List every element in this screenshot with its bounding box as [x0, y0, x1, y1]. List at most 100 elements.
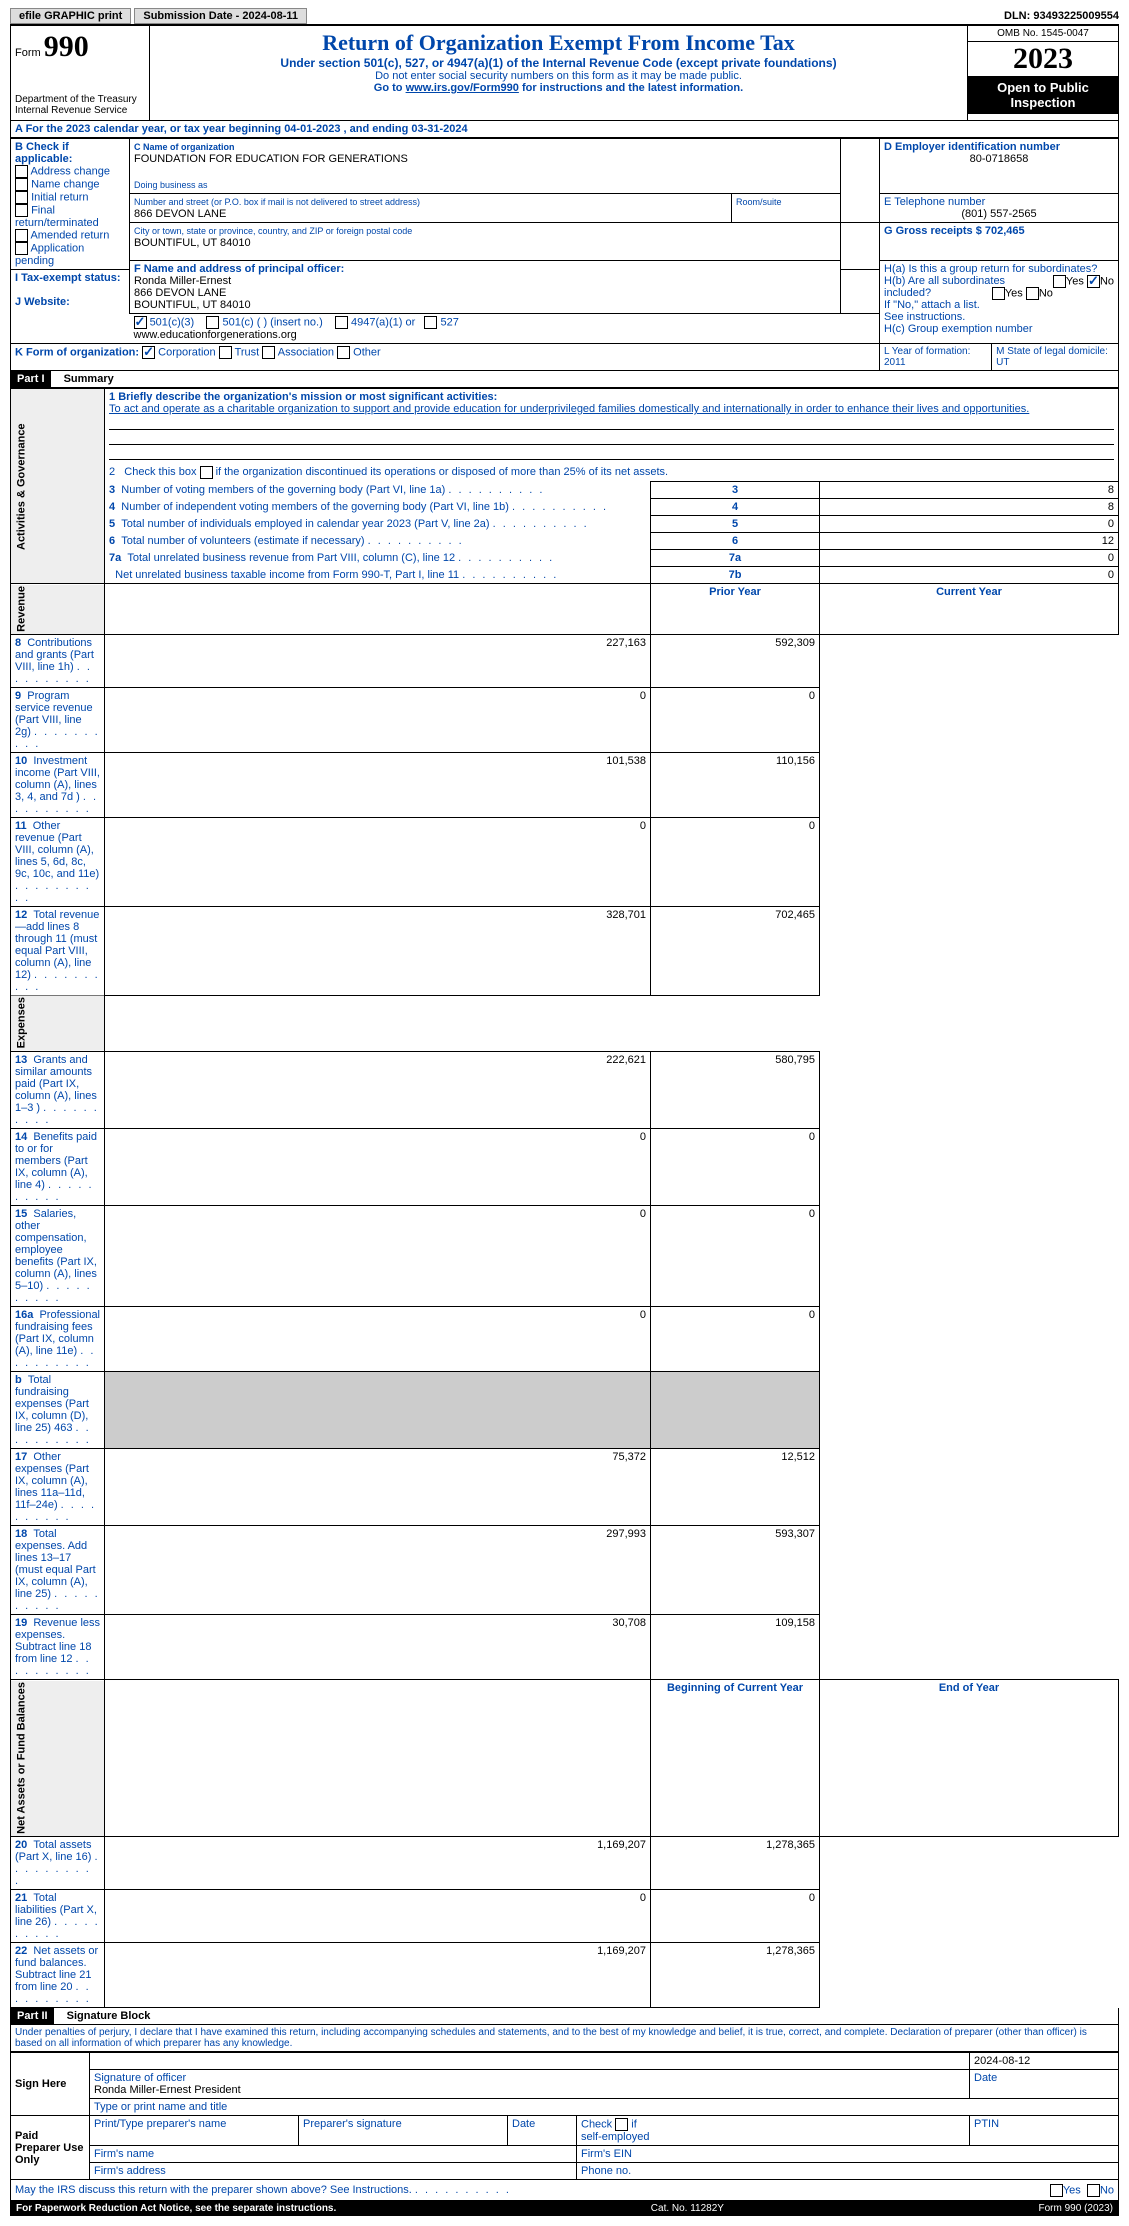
box-f-label: F Name and address of principal officer: — [134, 263, 344, 275]
prep-check: Check ifself-employed — [577, 2116, 970, 2146]
form-header: Form 990 Department of the Treasury Inte… — [10, 25, 1119, 121]
check-501c[interactable] — [206, 316, 219, 329]
part2-subtitle: Signature Block — [57, 2010, 151, 2022]
col-prior: Prior Year — [651, 584, 820, 635]
col-begin: Beginning of Current Year — [651, 1680, 820, 1837]
dba-label: Doing business as — [134, 180, 208, 190]
firm-addr: Firm's address — [90, 2163, 577, 2180]
box-l: L Year of formation: 2011 — [880, 344, 992, 370]
hb-no[interactable] — [1026, 287, 1039, 300]
col-current: Current Year — [820, 584, 1119, 635]
prep-date: Date — [508, 2116, 577, 2146]
box-g: G Gross receipts $ 702,465 — [884, 225, 1025, 237]
check-assoc[interactable] — [262, 346, 275, 359]
catno: Cat. No. 11282Y — [651, 2203, 724, 2214]
check-discontinued[interactable] — [200, 466, 213, 479]
l2: 2 Check this box if the organization dis… — [109, 466, 668, 478]
summary-table: Activities & Governance 1 Briefly descri… — [10, 388, 1119, 2008]
part1-label: Part I — [11, 371, 51, 387]
submission-date: Submission Date - 2024-08-11 — [134, 8, 307, 24]
l1-label: 1 Briefly describe the organization's mi… — [109, 391, 497, 403]
check-initial[interactable] — [15, 191, 28, 204]
ha-no[interactable] — [1087, 275, 1100, 288]
signature-table: Sign Here 2024-08-12 Signature of office… — [10, 2052, 1119, 2180]
firm-name: Firm's name — [90, 2146, 577, 2163]
check-amended[interactable] — [15, 229, 28, 242]
discuss: May the IRS discuss this return with the… — [15, 2184, 412, 2196]
sig-officer-label: Signature of officer — [94, 2072, 186, 2084]
check-corp[interactable] — [142, 346, 155, 359]
firm-phone: Phone no. — [577, 2163, 1119, 2180]
sig-date: 2024-08-12 — [970, 2053, 1119, 2070]
omb: OMB No. 1545-0047 — [968, 26, 1118, 42]
top-bar: efile GRAPHIC print Submission Date - 20… — [10, 10, 1119, 25]
box-k-label: K Form of organization: — [15, 346, 139, 358]
discuss-no[interactable] — [1087, 2184, 1100, 2197]
box-i-label: I Tax-exempt status: — [15, 272, 121, 284]
officer: Ronda Miller-Ernest 866 DEVON LANE BOUNT… — [134, 275, 251, 311]
website: www.educationforgenerations.org — [134, 329, 297, 341]
prep-sig: Preparer's signature — [299, 2116, 508, 2146]
check-527[interactable] — [424, 316, 437, 329]
city: BOUNTIFUL, UT 84010 — [134, 237, 251, 249]
hb-yes[interactable] — [992, 287, 1005, 300]
sig-officer-name: Ronda Miller-Ernest President — [94, 2084, 241, 2096]
street-label: Number and street (or P.O. box if mail i… — [134, 197, 420, 207]
ha-yes[interactable] — [1053, 275, 1066, 288]
check-final[interactable] — [15, 204, 28, 217]
efile-button[interactable]: efile GRAPHIC print — [10, 8, 131, 24]
dln: DLN: 93493225009554 — [1004, 10, 1119, 22]
open-inspection: Open to Public Inspection — [968, 76, 1118, 114]
box-j-label: J Website: — [15, 296, 70, 308]
col-end: End of Year — [820, 1680, 1119, 1837]
ein: 80-0718658 — [884, 153, 1114, 165]
paid-preparer: Paid Preparer Use Only — [11, 2116, 90, 2180]
hb-note: If "No," attach a list. See instructions… — [884, 299, 980, 323]
side-netassets: Net Assets or Fund Balances — [11, 1680, 105, 1837]
form-number: 990 — [44, 30, 89, 63]
tax-year: 2023 — [968, 42, 1118, 76]
hc-label: H(c) Group exemption number — [884, 323, 1033, 335]
side-expenses: Expenses — [11, 995, 105, 1051]
sig-type: Type or print name and title — [90, 2099, 1119, 2116]
perjury: Under penalties of perjury, I declare th… — [10, 2025, 1119, 2052]
hb-label: H(b) Are all subordinates included? — [884, 275, 1005, 299]
box-e-label: E Telephone number — [884, 196, 985, 208]
line-a: A For the 2023 calendar year, or tax yea… — [10, 121, 1119, 138]
box-c-name-label: C Name of organization — [134, 142, 235, 152]
form-label: Form — [15, 47, 41, 59]
goto-link[interactable]: www.irs.gov/Form990 — [406, 82, 519, 94]
check-other[interactable] — [337, 346, 350, 359]
dept: Department of the Treasury Internal Reve… — [15, 94, 145, 116]
mission-text: To act and operate as a charitable organ… — [109, 403, 1029, 415]
box-m: M State of legal domicile: UT — [992, 344, 1118, 370]
city-label: City or town, state or province, country… — [134, 226, 412, 236]
check-trust[interactable] — [219, 346, 232, 359]
street: 866 DEVON LANE — [134, 208, 226, 220]
check-name[interactable] — [15, 178, 28, 191]
phone: (801) 557-2565 — [884, 208, 1114, 220]
org-name: FOUNDATION FOR EDUCATION FOR GENERATIONS — [134, 153, 408, 165]
part2-label: Part II — [11, 2008, 54, 2024]
check-pending[interactable] — [15, 242, 28, 255]
box-d-label: D Employer identification number — [884, 141, 1060, 153]
subtitle: Under section 501(c), 527, or 4947(a)(1)… — [154, 56, 963, 70]
firm-ein: Firm's EIN — [577, 2146, 1119, 2163]
part1-subtitle: Summary — [54, 373, 114, 385]
check-4947[interactable] — [335, 316, 348, 329]
check-501c3[interactable] — [134, 316, 147, 329]
side-revenue: Revenue — [11, 584, 105, 635]
check-address[interactable] — [15, 165, 28, 178]
discuss-yes[interactable] — [1050, 2184, 1063, 2197]
form-footer: Form 990 (2023) — [1039, 2203, 1113, 2214]
ha-label: H(a) Is this a group return for subordin… — [884, 263, 1097, 275]
check-selfemp[interactable] — [615, 2118, 628, 2131]
box-b-label: B Check if applicable: — [15, 141, 72, 165]
sign-here: Sign Here — [11, 2053, 90, 2116]
ssn-warning: Do not enter social security numbers on … — [154, 70, 963, 82]
room-label: Room/suite — [736, 197, 782, 207]
goto-prefix: Go to — [374, 82, 406, 94]
page-title: Return of Organization Exempt From Incom… — [154, 30, 963, 56]
ptin: PTIN — [970, 2116, 1119, 2146]
paperwork: For Paperwork Reduction Act Notice, see … — [16, 2203, 336, 2214]
